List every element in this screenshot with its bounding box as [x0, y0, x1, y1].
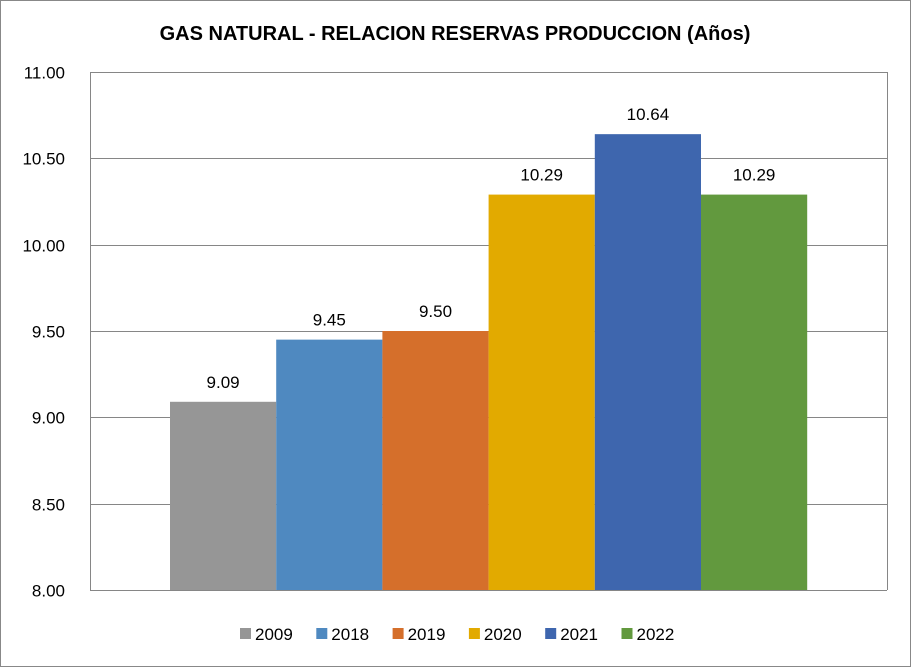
y-tick-label: 10.50 — [22, 150, 65, 169]
legend-swatch-2018 — [316, 628, 328, 639]
bar-2021 — [594, 134, 701, 590]
legend-label-2020: 2020 — [484, 625, 522, 644]
data-label-2009: 9.09 — [207, 373, 240, 392]
data-label-2020: 10.29 — [520, 166, 563, 185]
data-label-2021: 10.64 — [627, 105, 670, 124]
data-label-2022: 10.29 — [733, 166, 776, 185]
legend-label-2009: 2009 — [255, 625, 293, 644]
bar-2020 — [488, 194, 595, 591]
legend-label-2019: 2019 — [408, 625, 446, 644]
legend-swatch-2020 — [468, 628, 480, 639]
legend-label-2021: 2021 — [560, 625, 598, 644]
bar-2009 — [170, 401, 277, 590]
legend-label-2022: 2022 — [637, 625, 675, 644]
legend-swatch-2021 — [545, 628, 557, 639]
bar-2018 — [276, 339, 383, 590]
y-tick-label: 10.00 — [22, 237, 65, 256]
bar-2019 — [382, 331, 489, 590]
chart-title: GAS NATURAL - RELACION RESERVAS PRODUCCI… — [160, 23, 751, 45]
y-tick-label: 9.00 — [32, 409, 65, 428]
legend-swatch-2019 — [392, 628, 404, 639]
legend-label-2018: 2018 — [331, 625, 369, 644]
y-tick-label: 8.50 — [32, 496, 65, 515]
legend-swatch-2022 — [621, 628, 633, 639]
y-tick-label: 8.00 — [32, 582, 65, 601]
data-label-2018: 9.45 — [313, 311, 346, 330]
data-label-2019: 9.50 — [419, 302, 452, 321]
y-tick-label: 9.50 — [32, 323, 65, 342]
legend-swatch-2009 — [240, 628, 251, 639]
bar-2022 — [701, 194, 808, 591]
y-tick-label: 11.00 — [24, 64, 65, 83]
